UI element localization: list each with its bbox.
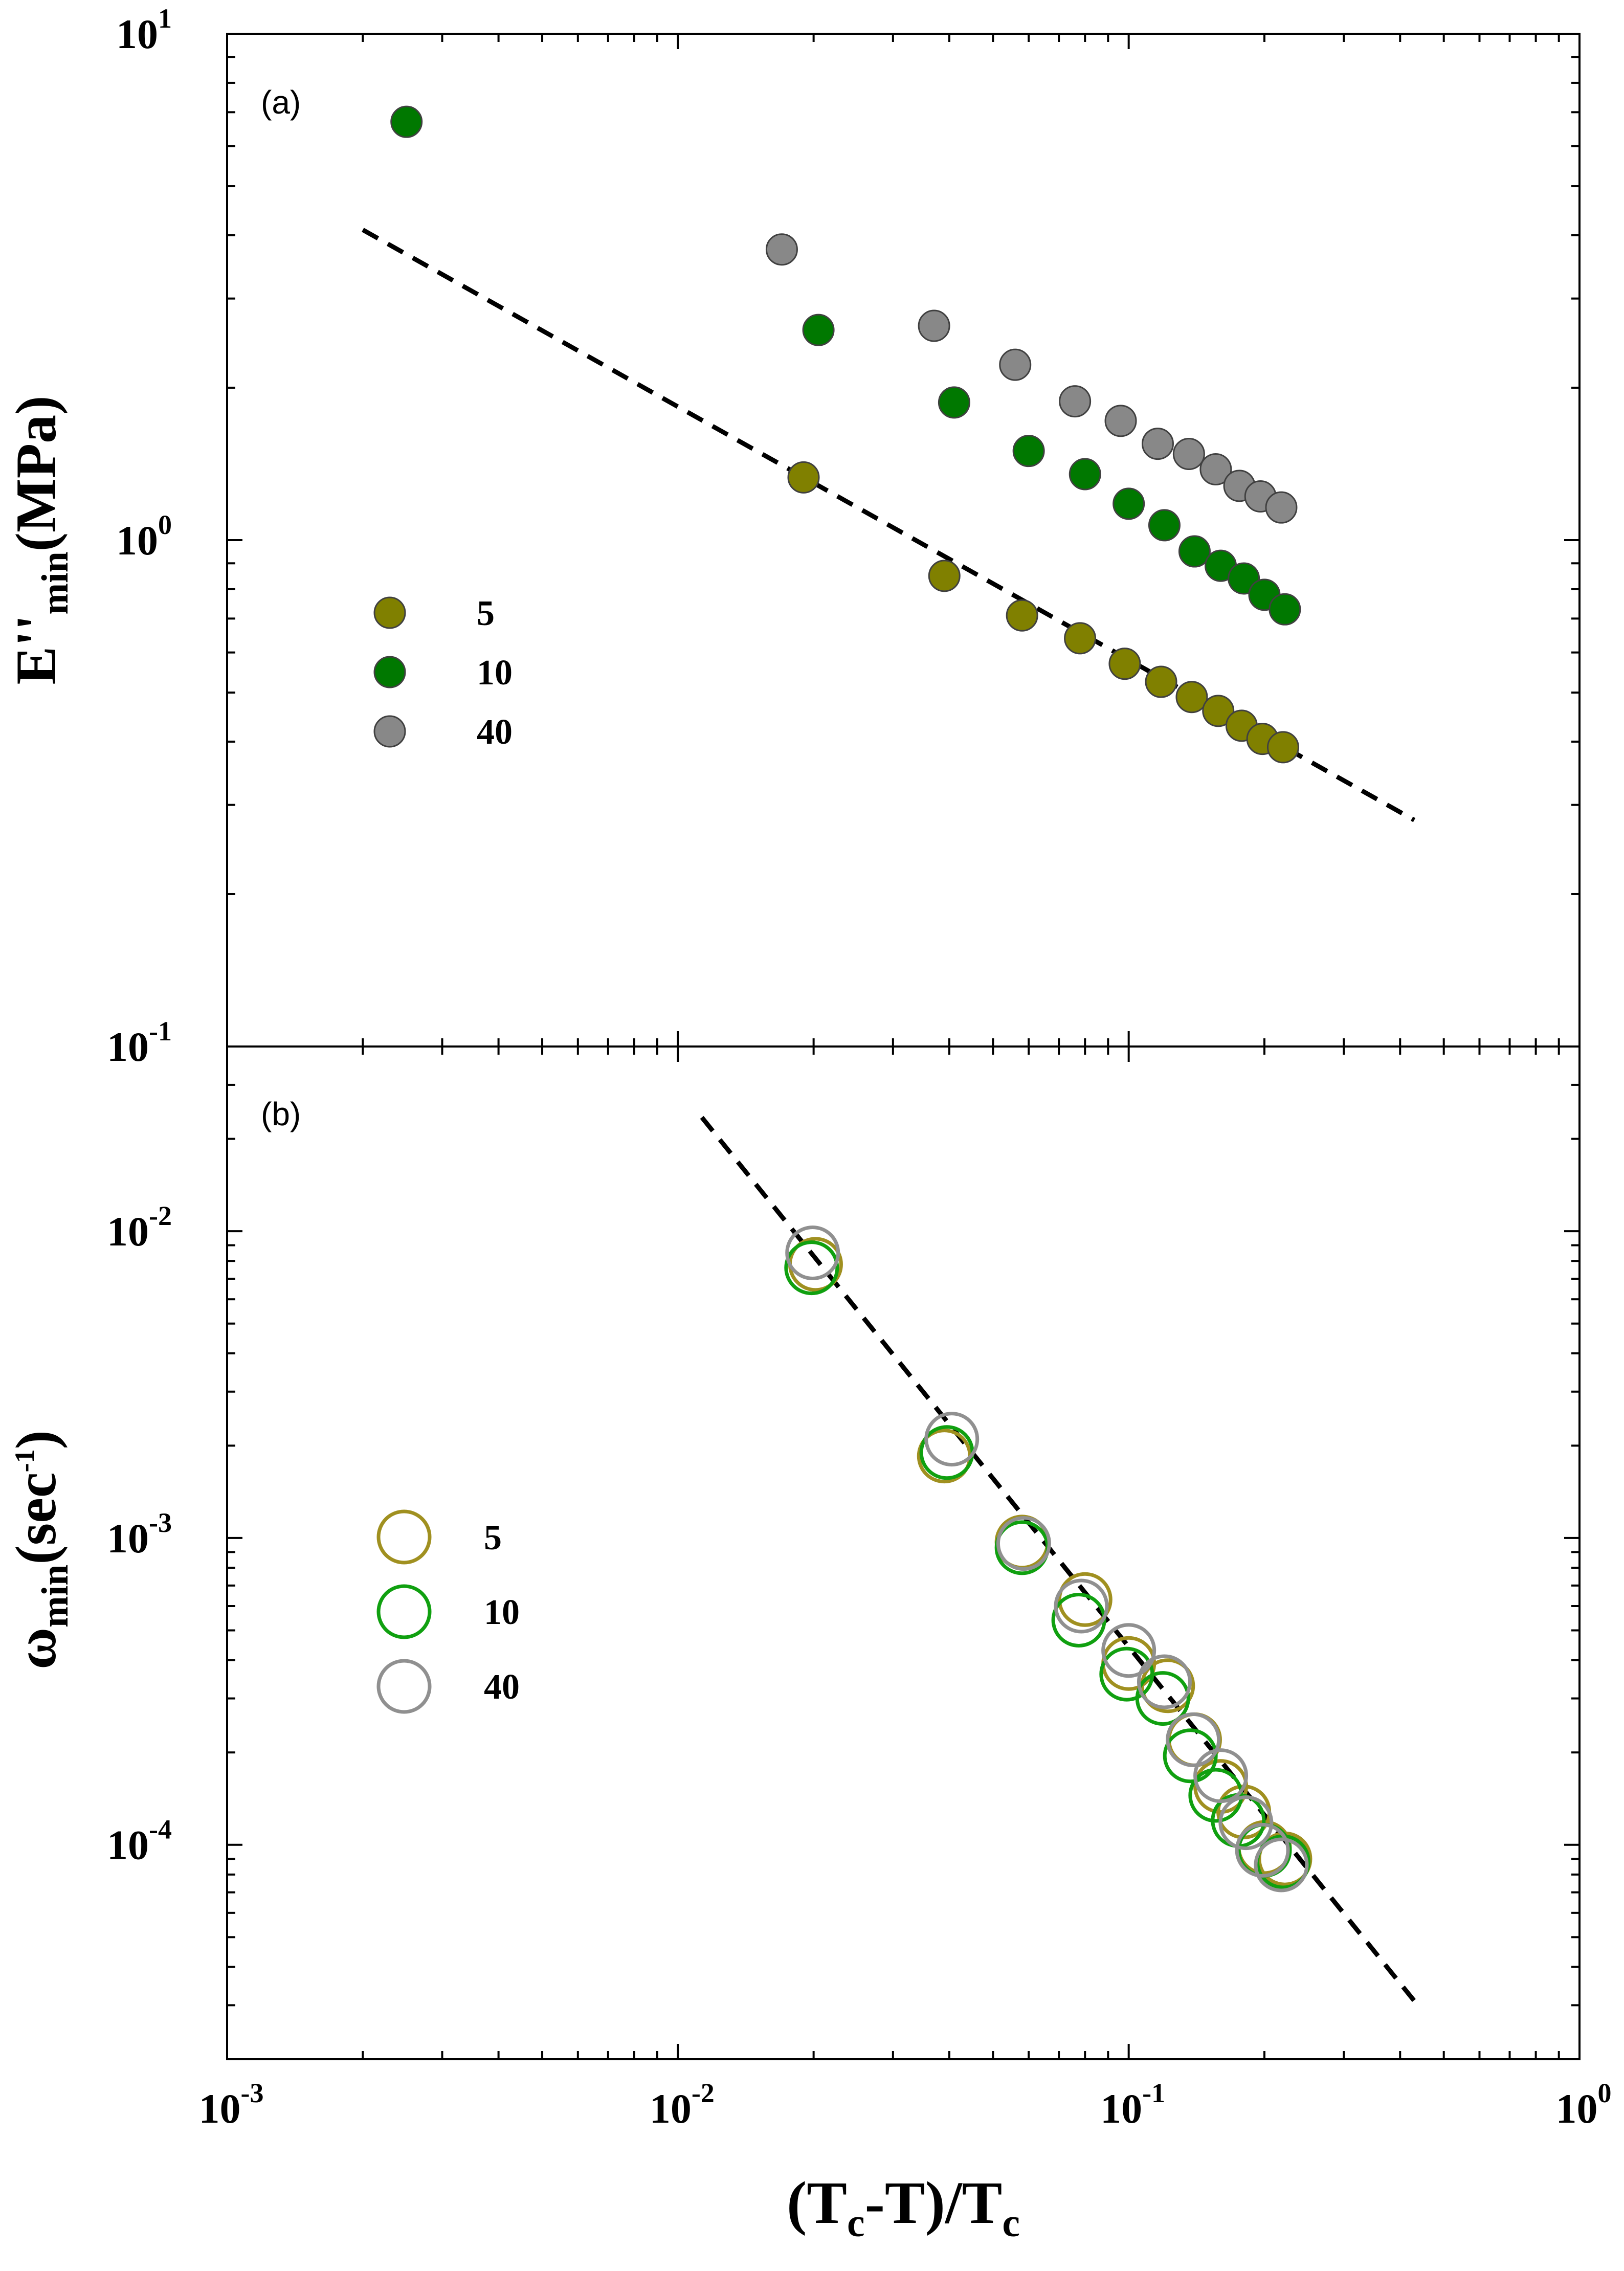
data-point-series-40 [1137,1654,1192,1709]
data-point-series-10 [1148,509,1181,542]
data-point-series-5 [1145,665,1177,698]
data-point-series-40 [918,309,950,342]
legend-label-40: 40 [484,1667,520,1707]
data-point-series-40 [1141,428,1174,460]
y-tick-label: 10-1 [107,1016,172,1070]
data-point-series-40 [996,1516,1051,1571]
fit-line [700,1116,1416,2002]
panel-a-frame [226,33,1581,1048]
data-point-series-40 [1254,1837,1309,1893]
legend-marker-5 [373,596,406,629]
y-tick-label: 10-3 [107,1507,172,1562]
panel-b-frame [226,1045,1581,2060]
x-axis-label: (Tc-T)/Tc [787,2169,1020,2245]
data-point-series-5 [1006,599,1038,632]
legend-marker-5 [376,1509,432,1565]
panel-a-label: (a) [261,84,301,121]
legend-marker-40 [373,715,406,748]
data-point-series-40 [765,233,798,266]
panel-b-fit-line-group [700,1116,1416,2002]
data-point-series-40 [1104,405,1137,437]
data-point-series-5 [1175,681,1208,714]
x-tick-label: 100 [1556,2078,1612,2132]
panel-a-y-tick-labels: 10-1 100 101 [107,3,172,1070]
data-point-series-10 [784,1240,839,1296]
data-point-series-5 [1057,1572,1113,1627]
data-point-series-10 [1069,458,1101,491]
data-point-series-40 [1199,453,1232,486]
legend-marker-10 [376,1584,432,1639]
y-tick-label: 10-2 [107,1200,172,1255]
data-point-series-10 [1113,487,1145,520]
data-point-series-40 [1054,1578,1109,1634]
data-point-series-40 [1235,1822,1290,1878]
legend-label-10: 10 [477,653,513,693]
data-point-series-10 [390,105,423,138]
data-point-series-40 [999,348,1032,381]
data-point-series-40 [1172,437,1205,470]
data-point-series-5 [787,461,820,494]
legend-marker-40 [376,1659,432,1714]
x-tick-label: 10-1 [1100,2078,1165,2132]
data-point-series-5 [928,560,961,592]
data-point-series-10 [1269,593,1301,626]
panel-b-y-axis-label: ωmin(sec-1) [5,1430,76,1669]
data-point-series-40 [1218,1795,1274,1851]
legend-label-5: 5 [477,594,495,633]
panel-a-y-axis-label: E''min(MPa) [5,395,76,684]
legend-label-10: 10 [484,1593,520,1632]
data-point-series-10 [1178,535,1211,568]
x-tick-label: 10-2 [650,2078,715,2132]
data-point-series-5 [1064,622,1097,655]
data-point-series-10 [1012,435,1045,467]
data-point-series-40 [924,1412,980,1467]
panel-b-label: (b) [261,1096,301,1132]
x-tick-label: 10-3 [199,2078,264,2132]
data-point-series-40 [1059,385,1092,418]
data-point-series-40 [1101,1623,1156,1678]
legend-marker-10 [373,656,406,688]
panel-a-legend: 5 10 40 [373,594,513,752]
panel-b-ticks [226,1045,1581,2060]
x-tick-labels: 10-3 10-2 10-1 100 [199,2078,1612,2132]
data-point-series-10 [1163,1728,1218,1784]
panel-a-ticks [226,33,1581,1048]
y-tick-label: 100 [116,509,172,564]
data-point-series-5 [1202,695,1235,727]
panel-b: (b) 10-4 10-3 10-2 ωmin(sec-1) 5 10 40 [5,1045,1581,2060]
y-tick-label: 101 [116,3,172,57]
data-point-series-5 [1266,731,1299,764]
data-point-series-40 [1166,1712,1221,1767]
panel-b-legend: 5 10 40 [376,1509,520,1714]
panel-a: (a) 10-1 100 101 E''min(MPa) 5 10 40 [5,3,1581,1070]
panel-b-data-points [784,1225,1312,1893]
data-point-series-5 [1108,648,1141,680]
data-point-series-10 [1135,1671,1190,1726]
data-point-series-40 [1193,1748,1249,1804]
panel-a-data-points [390,105,1301,764]
legend-label-5: 5 [484,1518,502,1557]
data-point-series-40 [785,1225,840,1280]
data-point-series-40 [1265,491,1298,524]
legend-label-40: 40 [477,713,513,752]
panel-b-y-tick-labels: 10-4 10-3 10-2 [107,1200,172,1868]
data-point-series-10 [938,386,970,419]
data-point-series-10 [802,314,835,346]
y-tick-label: 10-4 [107,1814,172,1868]
